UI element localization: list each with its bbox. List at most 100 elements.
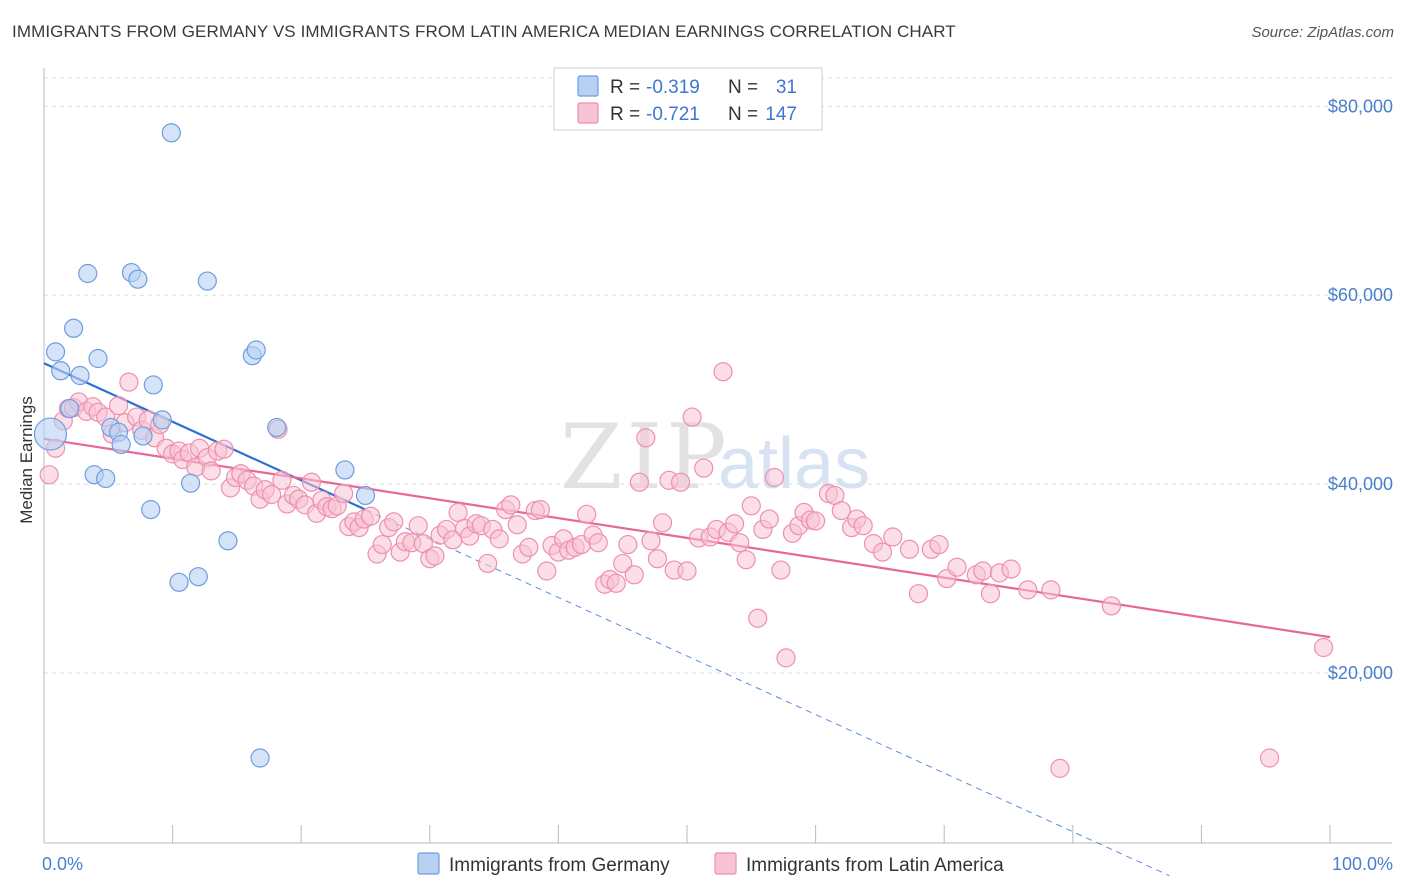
- legend-latam-swatch: [577, 102, 599, 124]
- germany-point-29: [335, 460, 355, 480]
- germany-point-2: [51, 361, 71, 381]
- latam-point-102: [636, 428, 656, 448]
- germany-point-14: [128, 269, 148, 289]
- series-germany-points: [33, 123, 376, 768]
- latam-point-75: [478, 553, 498, 574]
- latam-point-154: [1050, 758, 1070, 778]
- watermark: ZIP atlas: [560, 405, 870, 510]
- latam-point-146: [947, 557, 967, 577]
- source-label: Source: ZipAtlas.com: [1251, 24, 1394, 41]
- y-tick-label-20000: $20,000: [1328, 663, 1393, 683]
- latam-point-126: [776, 648, 796, 668]
- latam-point-119: [736, 550, 756, 570]
- latam-point-131: [805, 511, 826, 531]
- bottom-legend-latam-label: Immigrants from Latin America: [746, 855, 1004, 876]
- latam-point-44: [301, 472, 322, 492]
- latam-point-57: [372, 534, 392, 555]
- germany-point-22: [188, 567, 208, 587]
- latam-point-124: [764, 467, 785, 488]
- germany-point-17: [143, 375, 163, 395]
- latam-point-63: [408, 516, 428, 536]
- latam-point-84: [530, 500, 550, 520]
- latam-point-108: [670, 472, 691, 492]
- legend-latam-r-label: R =: [610, 104, 640, 125]
- latam-point-13: [119, 372, 139, 392]
- latam-point-92: [577, 504, 597, 524]
- bottom-legend-latam-swatch: [714, 852, 737, 875]
- germany-point-23: [197, 271, 217, 291]
- germany-point-21: [181, 473, 201, 493]
- latam-point-149: [980, 584, 1001, 604]
- latam-point-77: [489, 529, 509, 549]
- latam-point-0: [39, 465, 59, 485]
- latam-point-139: [872, 542, 893, 562]
- latam-point-110: [682, 407, 702, 427]
- latam-point-50: [334, 483, 354, 504]
- watermark-atlas: atlas: [718, 424, 870, 504]
- germany-point-5: [70, 365, 90, 386]
- latam-point-125: [771, 560, 791, 580]
- latam-point-39: [272, 470, 292, 490]
- latam-point-152: [1018, 580, 1038, 600]
- latam-point-140: [883, 527, 903, 547]
- latam-point-97: [606, 573, 626, 593]
- latam-point-100: [624, 565, 644, 585]
- latam-point-115: [713, 362, 733, 382]
- latam-point-101: [629, 472, 650, 492]
- latam-point-117: [724, 514, 745, 534]
- latam-point-99: [618, 534, 638, 555]
- germany-point-4: [63, 318, 84, 338]
- legend-germany-r-label: R =: [610, 77, 640, 98]
- x-tick-label-start: 0.0%: [42, 854, 83, 874]
- germany-point-26: [246, 340, 266, 360]
- y-tick-label-60000: $60,000: [1328, 285, 1393, 305]
- germany-point-16: [141, 500, 161, 520]
- latam-point-134: [831, 500, 851, 521]
- y-tick-labels: $20,000 $40,000 $60,000 $80,000: [1328, 96, 1393, 683]
- latam-point-148: [973, 561, 993, 581]
- bottom-legend: Immigrants from Germany Immigrants from …: [417, 852, 1004, 876]
- latam-point-151: [1001, 559, 1021, 579]
- germany-point-0: [33, 417, 68, 451]
- y-axis-title: Median Earnings: [17, 396, 36, 524]
- axes: [43, 68, 1392, 844]
- germany-point-15: [133, 426, 153, 446]
- latam-point-104: [647, 549, 668, 569]
- chart-title: IMMIGRANTS FROM GERMANY VS IMMIGRANTS FR…: [12, 22, 956, 41]
- latam-point-109: [677, 561, 697, 581]
- y-tick-label-80000: $80,000: [1328, 96, 1393, 116]
- latam-point-121: [748, 608, 768, 628]
- y-tick-label-40000: $40,000: [1328, 474, 1393, 494]
- legend-germany-r: -0.319: [646, 77, 700, 98]
- latam-point-55: [361, 506, 381, 526]
- latam-point-11: [108, 396, 129, 416]
- latam-point-82: [519, 537, 539, 557]
- germany-point-28: [267, 417, 287, 438]
- latam-point-123: [759, 509, 779, 529]
- latam-point-105: [652, 513, 673, 533]
- latam-point-79: [501, 495, 521, 515]
- legend-latam-r: -0.721: [646, 104, 700, 125]
- watermark-zip: ZIP: [560, 405, 731, 510]
- latam-point-94: [588, 533, 608, 553]
- germany-point-30: [355, 485, 376, 506]
- bottom-legend-germany-label: Immigrants from Germany: [449, 855, 670, 876]
- legend-germany-swatch: [577, 75, 599, 97]
- latam-point-153: [1041, 580, 1061, 600]
- legend-latam-n: 147: [765, 104, 797, 125]
- latam-point-85: [537, 561, 557, 581]
- legend-germany-n: 31: [776, 77, 797, 98]
- germany-point-18: [152, 410, 172, 430]
- germany-point-12: [111, 434, 131, 455]
- legend: R = -0.319 N = 31 R = -0.721 N = 147: [553, 67, 823, 131]
- germany-trend-extension: [365, 509, 1170, 877]
- latam-point-29: [214, 439, 234, 459]
- germany-point-1: [45, 342, 66, 362]
- germany-point-27: [250, 748, 270, 768]
- latam-point-70: [448, 502, 468, 523]
- series-latam-points: [39, 362, 1334, 778]
- bottom-legend-germany-swatch: [417, 852, 440, 875]
- latam-point-112: [694, 458, 714, 478]
- legend-latam-n-label: N =: [728, 104, 758, 125]
- latam-point-118: [730, 533, 750, 553]
